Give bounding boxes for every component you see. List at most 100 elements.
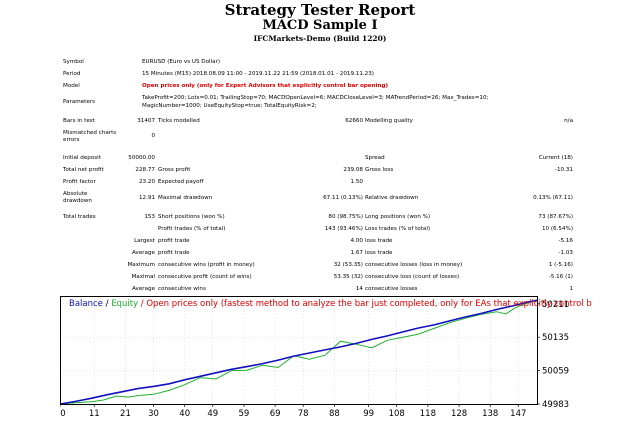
bars-value: 31407 [137, 118, 155, 124]
report-server: IFCMarkets-Demo (Build 1220) [253, 34, 387, 43]
ticks-value: 62660 [345, 118, 363, 124]
gross-loss-value: -10.31 [554, 167, 573, 173]
profit-factor-label: Profit factor [63, 179, 96, 185]
absolute-drawdown-value: 12.91 [138, 195, 155, 201]
maximal-drawdown-value: 67.11 (0.13%) [323, 195, 363, 201]
relative-drawdown-label: Relative drawdown [365, 195, 419, 201]
legend-model-note: / Open prices only (fastest method to an… [138, 299, 592, 309]
long-positions-label: Long positions (won %) [365, 214, 431, 220]
maximal-consecutive-profit-label: consecutive profit (count of wins) [158, 274, 252, 280]
short-positions-label: Short positions (won %) [158, 214, 225, 220]
x-tick-label: 88 [329, 409, 340, 419]
expected-payoff-label: Expected payoff [158, 179, 204, 185]
x-tick-label: 49 [207, 409, 218, 419]
y-tick-label: 50059 [542, 367, 569, 377]
period-label: Period [63, 71, 81, 77]
x-tick-label: 59 [239, 409, 250, 419]
average-label: Average [132, 250, 155, 256]
long-positions-value: 73 (87.67%) [538, 214, 573, 220]
balance-series-line [60, 299, 538, 405]
x-tick-label: 0 [60, 409, 65, 419]
avg-consecutive-wins-value: 14 [355, 286, 363, 292]
x-tick-label: 69 [270, 409, 281, 419]
x-tick-label: 147 [510, 409, 526, 419]
symbol-label: Symbol [63, 59, 84, 65]
parameters-line2: MagicNumber=1000; UseEquityStop=true; To… [142, 103, 317, 109]
spread-value: Current (18) [538, 155, 573, 161]
max-consecutive-wins-label: consecutive wins (profit in money) [158, 262, 255, 268]
net-profit-label: Total net profit [63, 167, 104, 173]
loss-trades-value: 10 (6.54%) [541, 226, 573, 232]
x-tick-label: 118 [420, 409, 436, 419]
ticks-label: Ticks modelled [158, 118, 200, 124]
x-tick-label: 138 [482, 409, 498, 419]
legend-balance: Balance [69, 299, 103, 309]
avg-consecutive-wins-label: consecutive wins [158, 286, 206, 292]
x-tick-label: 99 [363, 409, 374, 419]
equity-series-line [60, 299, 538, 405]
symbol-value: EURUSD (Euro vs US Dollar) [142, 59, 221, 65]
deposit-label: Initial deposit [63, 155, 101, 161]
x-axis-ticks: 0 11 21 30 40 49 59 69 78 88 99 108 118 128 138 147 [60, 404, 526, 419]
bars-label: Bars in test [63, 118, 95, 124]
x-tick-label: 40 [179, 409, 190, 419]
loss-trades-label: Loss trades (% of total) [365, 226, 431, 232]
avg-consecutive-losses-value: 1 [569, 286, 573, 292]
maximal-consecutive-loss-value: -5.16 (1) [548, 274, 573, 280]
quality-value: n/a [564, 118, 573, 124]
legend-equity: Equity [111, 299, 139, 309]
avg-consecutive-losses-label: consecutive losses [365, 286, 418, 292]
short-positions-value: 80 (98.75%) [328, 214, 363, 220]
model-label: Model [63, 83, 80, 89]
x-tick-label: 78 [298, 409, 309, 419]
legend-separator: / [102, 299, 112, 309]
absolute-drawdown-label-2: drawdown [63, 198, 92, 204]
model-value: Open prices only (only for Expert Adviso… [142, 83, 389, 89]
mismatched-label-1: Mismatched charts [63, 130, 117, 136]
deposit-value: 50000.00 [128, 155, 155, 161]
maximal-consecutive-profit-value: 53.35 (32) [333, 274, 363, 280]
max-consecutive-wins-value: 32 (53.35) [333, 262, 363, 268]
chart-legend: Balance / Equity / Open prices only (fas… [69, 299, 592, 309]
net-profit-value: 228.77 [135, 167, 155, 173]
max-consecutive-losses-label: consecutive losses (loss in money) [365, 262, 463, 268]
gross-profit-value: 239.08 [343, 167, 363, 173]
maximal-consecutive-loss-label: consecutive loss (count of losses) [365, 274, 460, 280]
largest-loss-value: -5.16 [558, 238, 573, 244]
average-profit-label: profit trade [158, 250, 190, 256]
chart-frame [60, 296, 538, 405]
report-title: Strategy Tester Report [224, 1, 416, 19]
mismatched-value: 0 [151, 133, 155, 139]
average-consecutive-label: Average [132, 286, 155, 292]
x-tick-label: 108 [389, 409, 405, 419]
y-tick-label: 49983 [542, 400, 569, 410]
profit-factor-value: 23.20 [138, 179, 155, 185]
balance-equity-chart: 0 11 21 30 40 49 59 69 78 88 99 108 118 128 138 147 502… [60, 296, 569, 419]
report-subtitle: MACD Sample I [262, 18, 378, 33]
max-consecutive-losses-value: 1 (-5.16) [548, 262, 573, 268]
profit-trades-label: Profit trades (% of total) [158, 226, 226, 232]
gross-profit-label: Gross profit [158, 167, 191, 173]
y-axis-ticks: 50211 50135 50059 49983 [537, 300, 569, 410]
average-loss-label: loss trade [365, 250, 393, 256]
x-tick-label: 30 [148, 409, 159, 419]
y-tick-label: 50211 [542, 300, 569, 310]
quality-label: Modelling quality [365, 118, 413, 124]
spread-label: Spread [365, 155, 385, 161]
maximum-label: Maximum [127, 262, 155, 268]
absolute-drawdown-label-1: Absolute [63, 191, 88, 197]
expected-payoff-value: 1.50 [350, 179, 363, 185]
y-tick-label: 50135 [542, 333, 569, 343]
largest-profit-label: profit trade [158, 238, 190, 244]
chart-grid [60, 296, 537, 404]
x-tick-label: 11 [89, 409, 100, 419]
relative-drawdown-value: 0.13% (67.11) [533, 195, 573, 201]
maximal-label: Maximal [131, 274, 155, 280]
profit-trades-value: 143 (93.46%) [324, 226, 363, 232]
total-trades-value: 153 [144, 214, 155, 220]
x-tick-label: 128 [451, 409, 467, 419]
period-value: 15 Minutes (M15) 2018.08.09 11:00 - 2019… [142, 71, 374, 77]
average-profit-value: 1.67 [350, 250, 363, 256]
average-loss-value: -1.03 [558, 250, 573, 256]
x-tick-label: 21 [120, 409, 131, 419]
